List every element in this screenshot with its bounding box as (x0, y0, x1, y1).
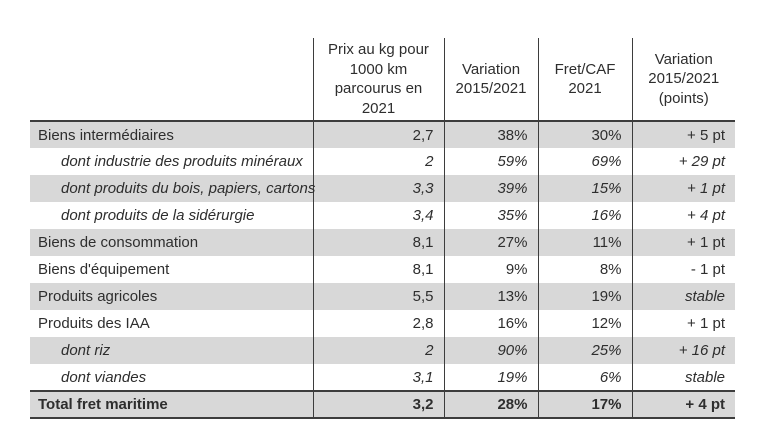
header-fret-caf: Fret/CAF 2021 (537, 38, 632, 121)
fret-caf-cell: 30% (537, 121, 632, 148)
fret-caf-cell: 17% (537, 391, 632, 418)
price-cell: 3,2 (312, 391, 444, 418)
points-cell: - 1 pt (631, 256, 735, 283)
table-row-biens-consommation: Biens de consommation 8,1 27% 11% + 1 pt (30, 229, 735, 256)
points-cell: + 29 pt (631, 148, 735, 175)
price-cell: 8,1 (312, 256, 444, 283)
row-label: Produits agricoles (38, 288, 158, 305)
points-cell: stable (631, 364, 735, 391)
row-label: Biens d'équipement (38, 261, 170, 278)
price-cell: 2,7 (312, 121, 444, 148)
header-price-per-kg: Prix au kg pour 1000 km parcourus en 202… (312, 38, 444, 121)
points-cell: + 4 pt (631, 202, 735, 229)
header-variation-points: Variation 2015/2021 (points) (631, 38, 735, 121)
variation-cell: 35% (443, 202, 538, 229)
freight-price-table: Prix au kg pour 1000 km parcourus en 202… (30, 38, 735, 419)
table-row-dont-industrie-mineraux: dont industrie des produits minéraux 2 5… (30, 148, 735, 175)
header-empty (30, 38, 313, 121)
fret-caf-cell: 11% (537, 229, 632, 256)
row-label: Total fret maritime (38, 396, 168, 413)
fret-caf-cell: 16% (537, 202, 632, 229)
row-label: dont produits du bois, papiers, cartons (61, 180, 316, 197)
table-row-biens-intermediaires: Biens intermédiaires 2,7 38% 30% + 5 pt (30, 121, 735, 148)
freight-price-table-container: Prix au kg pour 1000 km parcourus en 202… (30, 38, 735, 419)
points-cell: + 4 pt (631, 391, 735, 418)
price-cell: 5,5 (312, 283, 444, 310)
variation-cell: 27% (443, 229, 538, 256)
price-cell: 3,3 (312, 175, 444, 202)
table-row-total-fret-maritime: Total fret maritime 3,2 28% 17% + 4 pt (30, 391, 735, 418)
fret-caf-cell: 69% (537, 148, 632, 175)
row-label: Biens intermédiaires (38, 126, 174, 144)
price-cell: 2 (312, 337, 444, 364)
variation-cell: 59% (443, 148, 538, 175)
table-row-produits-agricoles: Produits agricoles 5,5 13% 19% stable (30, 283, 735, 310)
fret-caf-cell: 25% (537, 337, 632, 364)
fret-caf-cell: 12% (537, 310, 632, 337)
table-row-dont-bois-papiers-cartons: dont produits du bois, papiers, cartons … (30, 175, 735, 202)
fret-caf-cell: 19% (537, 283, 632, 310)
table-body: Biens intermédiaires 2,7 38% 30% + 5 pt … (30, 121, 735, 418)
table-row-dont-riz: dont riz 2 90% 25% + 16 pt (30, 337, 735, 364)
table-row-biens-equipement: Biens d'équipement 8,1 9% 8% - 1 pt (30, 256, 735, 283)
fret-caf-cell: 8% (537, 256, 632, 283)
variation-cell: 19% (443, 364, 538, 391)
table-row-dont-siderurgie: dont produits de la sidérurgie 3,4 35% 1… (30, 202, 735, 229)
table-row-produits-iaa: Produits des IAA 2,8 16% 12% + 1 pt (30, 310, 735, 337)
points-cell: + 16 pt (631, 337, 735, 364)
variation-cell: 38% (443, 121, 538, 148)
variation-cell: 9% (443, 256, 538, 283)
price-cell: 3,4 (312, 202, 444, 229)
table-row-dont-viandes: dont viandes 3,1 19% 6% stable (30, 364, 735, 391)
variation-cell: 13% (443, 283, 538, 310)
row-label: Biens de consommation (38, 234, 199, 251)
variation-cell: 16% (443, 310, 538, 337)
points-cell: + 1 pt (631, 229, 735, 256)
header-variation: Variation 2015/2021 (443, 38, 538, 121)
variation-cell: 90% (443, 337, 538, 364)
points-cell: + 5 pt (631, 121, 735, 148)
price-cell: 2,8 (312, 310, 444, 337)
fret-caf-cell: 15% (537, 175, 632, 202)
fret-caf-cell: 6% (537, 364, 632, 391)
row-label: dont industrie des produits minéraux (61, 153, 303, 170)
points-cell: stable (631, 283, 735, 310)
price-cell: 2 (312, 148, 444, 175)
variation-cell: 39% (443, 175, 538, 202)
price-cell: 8,1 (312, 229, 444, 256)
header-row: Prix au kg pour 1000 km parcourus en 202… (30, 38, 735, 121)
row-label: dont produits de la sidérurgie (61, 207, 255, 224)
price-cell: 3,1 (312, 364, 444, 391)
points-cell: + 1 pt (631, 310, 735, 337)
variation-cell: 28% (443, 391, 538, 418)
points-cell: + 1 pt (631, 175, 735, 202)
row-label: dont viandes (61, 368, 147, 386)
table-header: Prix au kg pour 1000 km parcourus en 202… (30, 38, 735, 121)
row-label: Produits des IAA (38, 315, 150, 332)
row-label: dont riz (61, 342, 111, 359)
